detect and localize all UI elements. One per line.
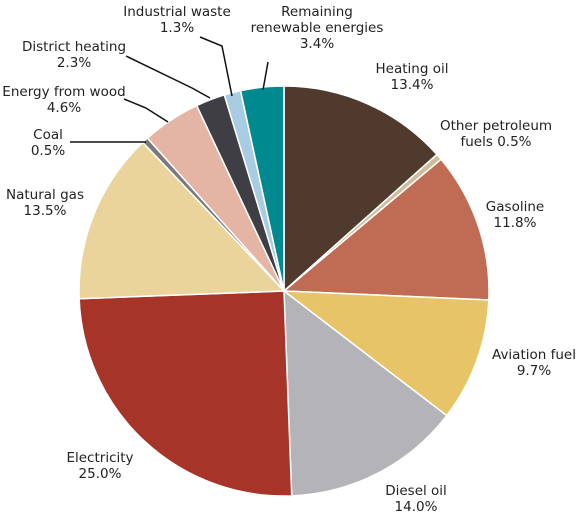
leader-line bbox=[123, 98, 169, 123]
pie-slice-natural-gas bbox=[78, 141, 286, 300]
slice-label: Industrial waste 1.3% bbox=[123, 4, 231, 36]
slice-label: District heating 2.3% bbox=[22, 39, 126, 71]
slice-label: Diesel oil 14.0% bbox=[385, 483, 447, 515]
slice-label: Natural gas 13.5% bbox=[6, 187, 84, 219]
slice-label: Energy from wood 4.6% bbox=[2, 84, 125, 116]
pie-slice-remaining-renewable-energies bbox=[239, 85, 285, 292]
slice-label: Coal 0.5% bbox=[31, 127, 65, 159]
slice-label: Gasoline 11.8% bbox=[486, 199, 544, 231]
slice-label: Aviation fuel 9.7% bbox=[492, 347, 576, 379]
pie-slice-electricity bbox=[78, 290, 293, 497]
leader-line bbox=[199, 36, 233, 97]
slice-label: Remaining renewable energies 3.4% bbox=[251, 4, 384, 52]
pie-slice-gasoline bbox=[282, 158, 490, 301]
pie-slices bbox=[78, 85, 490, 497]
pie-slice-heating-oil bbox=[283, 85, 438, 293]
leader-line bbox=[262, 61, 269, 91]
pie-slice-aviation-fuel bbox=[281, 290, 490, 417]
slice-label: Electricity 25.0% bbox=[66, 450, 133, 482]
pie-slice-diesel-oil bbox=[283, 289, 448, 497]
slice-labels: Heating oil 13.4% Other petroleum fuels 0.5… bbox=[2, 4, 576, 515]
leader-line bbox=[125, 55, 211, 99]
slice-label: Heating oil 13.4% bbox=[376, 61, 449, 93]
slice-label: Other petroleum fuels 0.5% bbox=[440, 118, 552, 150]
leader-lines bbox=[70, 36, 269, 143]
